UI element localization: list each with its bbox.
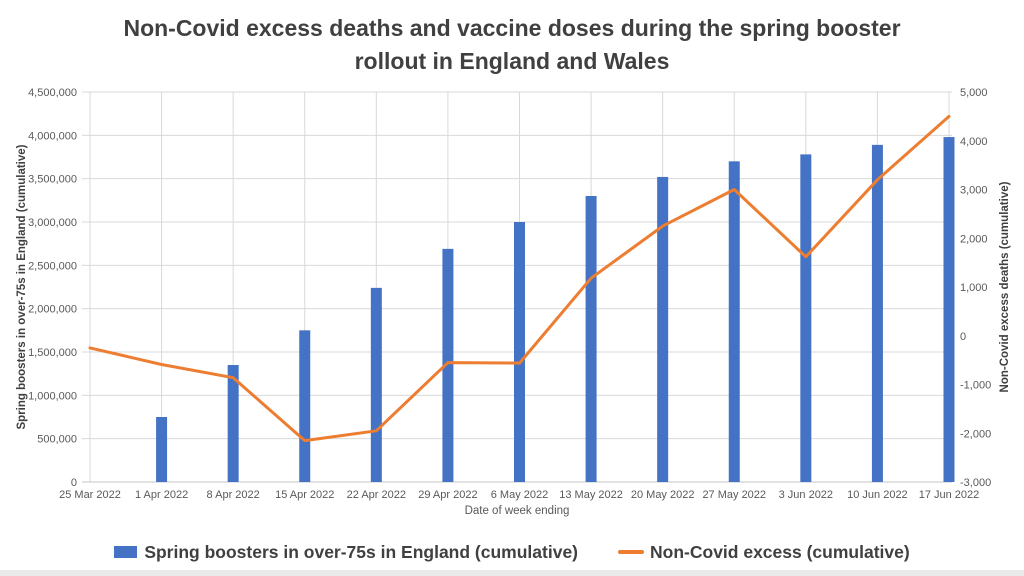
right-axis-tick-label: -1,000	[960, 380, 991, 392]
bar	[585, 196, 597, 482]
chart-title-line2: rollout in England and Wales	[354, 48, 670, 75]
chart-title-line1: Non-Covid excess deaths and vaccine dose…	[123, 15, 901, 41]
right-axis-tick-label: -2,000	[960, 428, 991, 440]
right-axis-tick-label: 4,000	[960, 136, 988, 148]
left-axis-tick-label: 3,000,000	[28, 217, 77, 229]
x-axis-tick-label: 29 Apr 2022	[418, 489, 477, 501]
left-axis-tick-label: 1,000,000	[28, 390, 77, 402]
bar-series-swatch-icon	[114, 546, 138, 558]
legend-label-non-covid-excess: Non-Covid excess (cumulative)	[650, 541, 910, 562]
x-axis-tick-label: 3 Jun 2022	[779, 489, 833, 501]
left-axis-title: Spring boosters in over-75s in England (…	[16, 144, 28, 429]
chart-title: Non-Covid excess deaths and vaccine dose…	[0, 12, 1024, 79]
bar	[370, 287, 382, 482]
x-axis-tick-label: 1 Apr 2022	[135, 489, 188, 501]
left-axis-tick-label: 4,500,000	[28, 87, 77, 99]
bar	[943, 137, 955, 483]
bar	[514, 222, 525, 482]
right-axis-tick-label: -3,000	[960, 477, 991, 489]
left-axis-tick-label: 3,500,000	[28, 174, 77, 186]
bar	[800, 154, 812, 482]
bar	[871, 144, 883, 482]
bottom-strip	[0, 570, 1024, 576]
left-axis-tick-label: 2,500,000	[28, 260, 77, 272]
x-axis-tick-label: 27 May 2022	[702, 489, 766, 501]
x-axis-title: Date of week ending	[465, 505, 570, 517]
bar	[657, 176, 669, 482]
left-axis-tick-label: 1,500,000	[28, 347, 77, 359]
right-axis-tick-label: 0	[960, 331, 966, 343]
bar	[299, 330, 311, 482]
right-axis-tick-label: 5,000	[960, 87, 988, 99]
left-axis-tick-label: 2,000,000	[28, 304, 77, 316]
x-axis-tick-label: 20 May 2022	[631, 489, 695, 501]
bar	[728, 161, 740, 483]
bar	[156, 417, 168, 482]
left-axis-tick-label: 4,000,000	[28, 130, 77, 142]
x-axis-tick-label: 15 Apr 2022	[275, 489, 334, 501]
left-axis-tick-label: 0	[71, 477, 77, 489]
line-series	[88, 114, 951, 443]
x-axis-tick-label: 10 Jun 2022	[847, 489, 908, 501]
right-axis-tick-label: 3,000	[960, 185, 988, 197]
right-axis-tick-label: 2,000	[960, 233, 988, 245]
x-axis-tick-label: 6 May 2022	[491, 489, 548, 501]
legend-item-spring-boosters: Spring boosters in over-75s in England (…	[114, 542, 578, 563]
x-axis-tick-label: 13 May 2022	[559, 489, 623, 501]
legend: Spring boosters in over-75s in England (…	[0, 535, 1024, 569]
bar	[442, 248, 454, 482]
left-axis-tick-label: 500,000	[37, 434, 77, 446]
x-axis-tick-label: 25 Mar 2022	[59, 489, 121, 501]
x-axis-tick-label: 17 Jun 2022	[919, 489, 980, 501]
x-axis-tick-label: 22 Apr 2022	[347, 489, 406, 501]
right-axis-title: Non-Covid excess deaths (cumulative)	[999, 181, 1011, 392]
line-series-swatch-icon	[618, 550, 645, 554]
bar	[227, 365, 239, 482]
legend-label-spring-boosters: Spring boosters in over-75s in England (…	[144, 541, 579, 562]
x-axis-tick-label: 8 Apr 2022	[207, 489, 260, 501]
right-axis-tick-label: 1,000	[960, 282, 988, 294]
legend-item-non-covid-excess: Non-Covid excess (cumulative)	[618, 542, 910, 563]
